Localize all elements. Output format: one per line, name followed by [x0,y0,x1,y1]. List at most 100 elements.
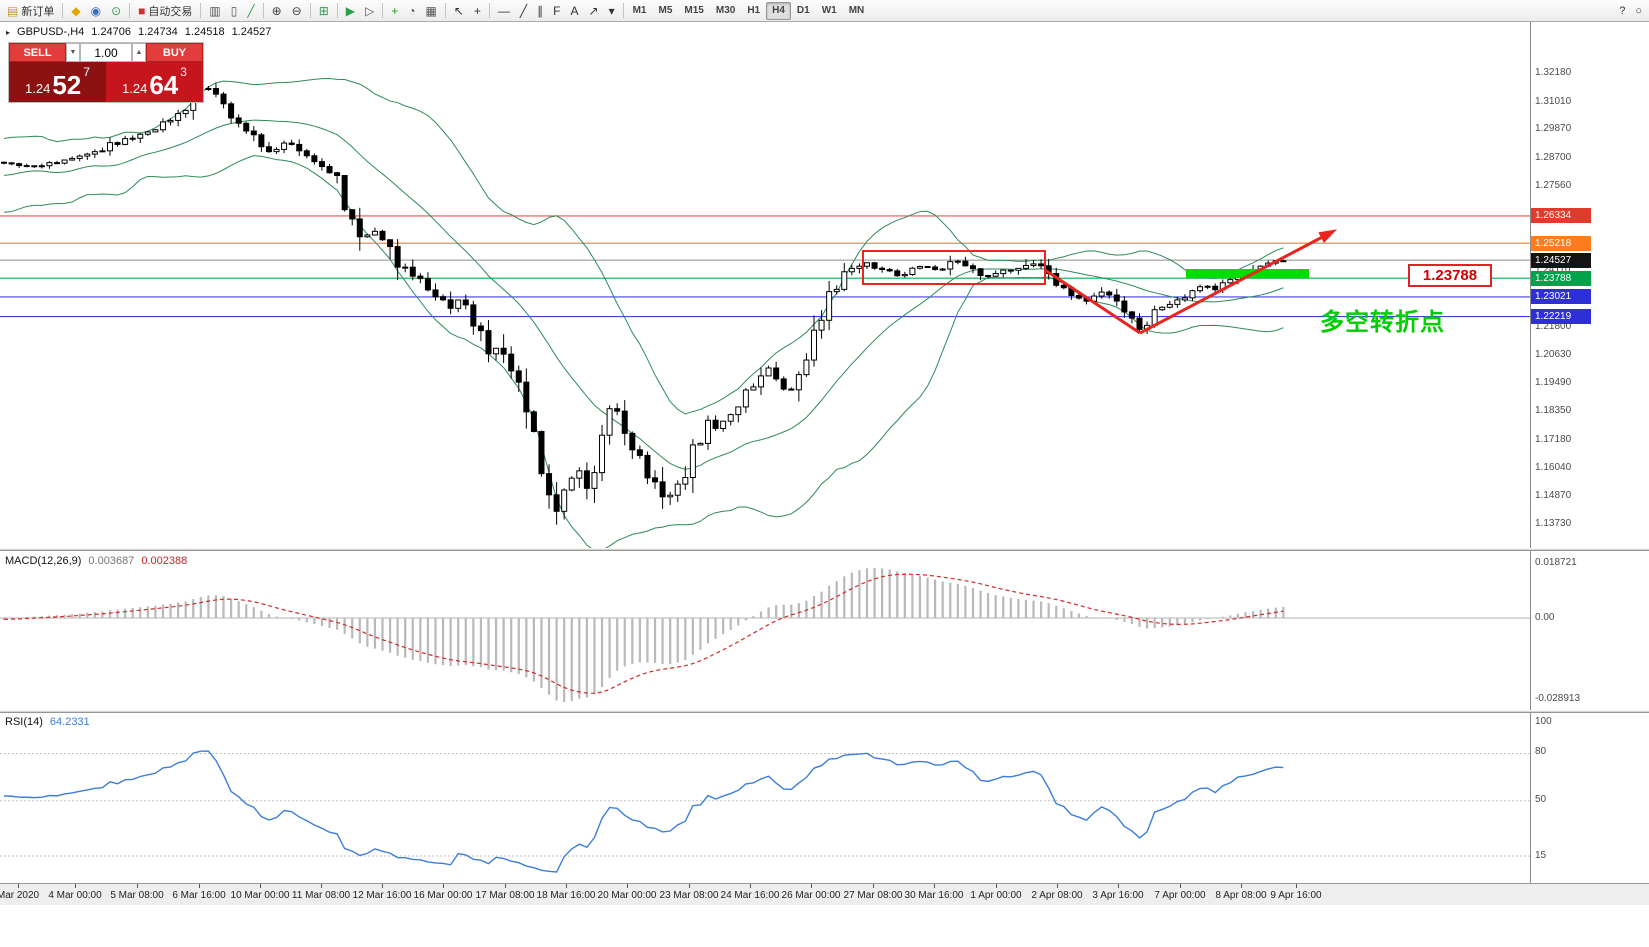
help-icon[interactable]: ? [1619,4,1626,17]
volume-input[interactable] [80,43,132,62]
zoom-in-icon[interactable]: ⊕ [267,2,287,20]
zoom-out-icon[interactable]: ⊖ [287,2,307,20]
trendline-icon[interactable]: ╱ [515,2,532,20]
zoom-out-icon: ⊖ [291,3,302,18]
fibonacci-icon[interactable]: F [548,2,565,20]
search-icon[interactable]: ○ [1635,4,1642,17]
cursor-icon[interactable]: ↖ [449,2,469,20]
timeframe-mn-button[interactable]: MN [848,5,865,16]
price-axis[interactable] [1530,22,1649,883]
shapes-dropdown[interactable]: ▾ [604,2,620,20]
toolbar-separator [62,3,64,18]
sell-price-display[interactable]: 1.24 52 7 [9,62,106,102]
candlestick-chart-icon: ▯ [230,3,238,18]
toolbar-separator [444,3,446,18]
time-axis[interactable]: Mar 2020 4 Mar 00:00 5 Mar 08:00 6 Mar 16:0… [0,883,1649,905]
profiles-icon[interactable]: ◉ [86,2,106,20]
time-axis-label: 20 Mar 00:00 [597,890,657,901]
price-callout[interactable]: 1.23788 [1408,264,1492,287]
time-axis-label: 17 Mar 08:00 [475,890,535,901]
timeframe-m30-button[interactable]: M30 [715,5,736,16]
chart-open-value: 1.24706 [91,26,132,38]
periods-icon[interactable]: ◔ [403,2,420,20]
timeframe-m15-button[interactable]: M15 [684,5,704,16]
buy-price-sup: 3 [180,65,187,79]
time-axis-tick [627,884,628,888]
time-axis-tick [566,884,567,888]
timeframe-m1-button[interactable]: M1 [632,5,647,16]
panel-separator-rsi[interactable] [0,710,1649,713]
crosshair-icon[interactable]: + [469,2,486,20]
horizontal-line-icon: — [497,3,510,18]
refresh-icon[interactable]: ⊙ [106,2,126,20]
text-icon: A [570,3,579,18]
chart-expand-icon[interactable]: ▸ [6,27,11,37]
volume-increase-button[interactable]: ▲ [132,43,146,62]
text-icon[interactable]: A [565,2,583,20]
timeframe-h4-button[interactable]: H4 [766,1,791,20]
tile-windows-icon[interactable]: ⊞ [314,2,334,20]
auto-trading-button[interactable]: ■ 自动交易 [133,2,197,20]
volume-decrease-button[interactable]: ▼ [66,43,80,62]
chart-symbol-period: GBPUSD-,H4 [17,26,85,38]
price-axis-tick: 1.24110 [1535,264,1570,275]
time-axis-label: 3 Apr 16:00 [1092,890,1144,901]
line-chart-icon[interactable]: ╱ [242,2,259,20]
horizontal-line-icon[interactable]: — [493,2,515,20]
rsi-header: RSI(14) 64.2331 [5,716,90,728]
new-order-icon: ▤ [7,3,19,18]
market-watch-icon[interactable]: ◆ [66,2,85,20]
time-axis-tick [1296,884,1297,888]
buy-price-display[interactable]: 1.24 64 3 [106,62,203,102]
panel-separator-macd[interactable] [0,548,1649,551]
bar-chart-icon[interactable]: ▥ [204,2,225,20]
auto-scroll-icon[interactable]: ▶ [341,2,360,20]
sell-price-sup: 7 [83,65,90,79]
toolbar-separator [262,3,264,18]
time-axis-label: 7 Apr 00:00 [1154,890,1206,901]
chart-shift-icon: ▷ [364,3,375,18]
price-axis-tick: 1.17180 [1535,433,1572,445]
time-axis-tick [18,884,19,888]
buy-button[interactable]: BUY [146,43,203,62]
timeframe-d1-button[interactable]: D1 [796,5,810,16]
time-axis-label: 5 Mar 08:00 [110,890,164,901]
timeframe-h1-button[interactable]: H1 [747,5,761,16]
time-axis-label: 26 Mar 00:00 [781,890,841,901]
time-axis-label: 6 Mar 16:00 [172,890,226,901]
candlestick-chart-icon[interactable]: ▯ [226,2,243,20]
time-axis-tick [1118,884,1119,888]
time-axis-tick [689,884,690,888]
sell-button[interactable]: SELL [9,43,66,62]
time-axis-label: 8 Apr 08:00 [1215,890,1267,901]
time-axis-label: 24 Mar 16:00 [720,890,780,901]
timeframe-w1-button[interactable]: W1 [821,5,837,16]
refresh-icon: ⊙ [111,3,122,18]
auto-trading-icon: ■ [138,3,146,18]
time-axis-label: 1 Apr 00:00 [970,890,1022,901]
time-axis-label: 2 Apr 08:00 [1031,890,1083,901]
time-axis-label: 16 Mar 00:00 [413,890,473,901]
zoom-in-icon: ⊕ [271,3,282,18]
toolbar-separator [336,3,338,18]
timeframe-m5-button[interactable]: M5 [658,5,673,16]
price-axis-tick: 1.32180 [1535,67,1572,78]
toolbar-separator [622,3,624,18]
toolbar-separator [129,3,131,18]
chart-shift-icon[interactable]: ▷ [360,2,379,20]
time-axis-label: 18 Mar 16:00 [536,890,596,901]
channel-icon[interactable]: ∥ [532,2,548,20]
support-line-blue-2-badge: 1.22219 [1531,309,1591,325]
arrows-icon[interactable]: ↗ [584,2,604,20]
new-order-button-label: 新订单 [21,5,55,18]
toolbar-separator [200,3,202,18]
macd-axis-tick: -0.028913 [1535,693,1581,704]
line-chart-icon: ╱ [247,3,255,18]
time-axis-label: 12 Mar 16:00 [352,890,412,901]
new-order-button[interactable]: ▤ 新订单 [2,2,59,20]
templates-icon[interactable]: ▦ [420,2,441,20]
time-axis-tick [811,884,812,888]
time-axis-tick [873,884,874,888]
indicators-icon[interactable]: + [386,2,403,20]
